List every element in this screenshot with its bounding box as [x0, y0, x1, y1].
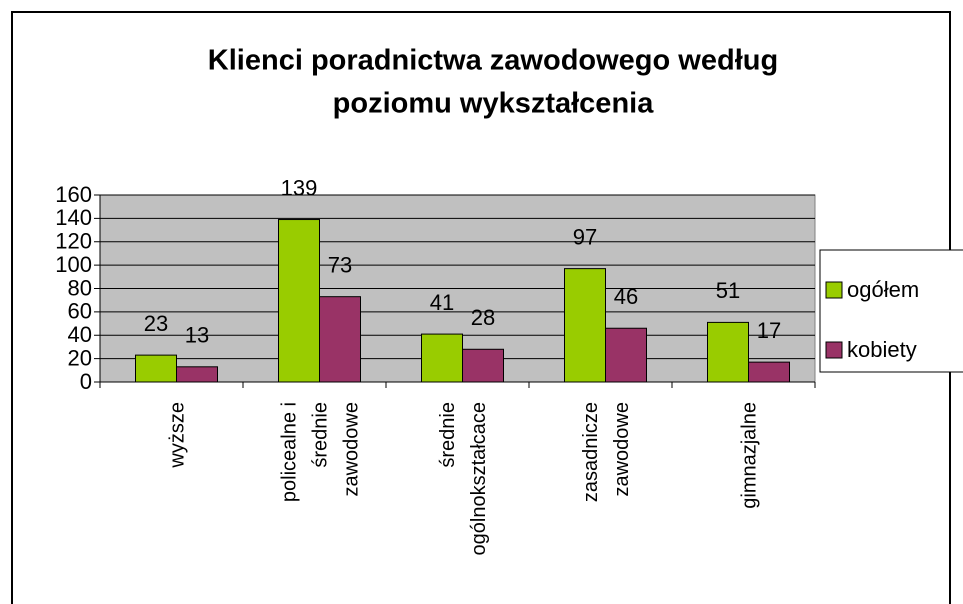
x-tick-label: wyższe	[167, 402, 189, 469]
bar	[462, 348, 504, 383]
y-tick-label: 120	[55, 229, 92, 254]
x-tick-label: policealne i średnie zawodowe	[279, 402, 363, 502]
x-tick-label: gimnazjalne	[739, 402, 761, 509]
data-label: 46	[614, 284, 638, 309]
legend-label: ogółem	[847, 277, 919, 302]
bar	[748, 361, 790, 383]
bar	[605, 327, 647, 383]
data-label: 23	[144, 311, 168, 336]
legend-swatch	[825, 341, 843, 359]
data-label: 13	[185, 323, 209, 348]
bar	[135, 354, 177, 383]
bar	[564, 268, 606, 383]
bar	[421, 333, 463, 383]
data-label: 17	[757, 318, 781, 343]
chart-title: Klienci poradnictwa zawodowego według	[208, 45, 778, 77]
bar	[319, 296, 361, 383]
data-label: 73	[328, 252, 352, 277]
chart-title: poziomu wykształcenia	[333, 88, 655, 120]
data-label: 51	[716, 278, 740, 303]
x-tick-label: średnie ogólnokształcace	[437, 402, 490, 555]
data-label: 97	[573, 224, 597, 249]
bar	[707, 321, 749, 383]
x-tick-label: zasadnicze zawodowe	[580, 402, 633, 502]
data-label: 139	[281, 175, 318, 200]
y-tick-label: 140	[55, 205, 92, 230]
y-tick-label: 60	[68, 299, 92, 324]
y-tick-label: 20	[68, 345, 92, 370]
legend	[819, 249, 963, 373]
data-label: 41	[430, 290, 454, 315]
legend-label: kobiety	[847, 337, 917, 362]
bar	[176, 366, 218, 383]
y-tick-label: 40	[68, 322, 92, 347]
legend-swatch	[825, 281, 843, 299]
y-tick-label: 160	[55, 182, 92, 207]
data-label: 28	[471, 305, 495, 330]
bar	[278, 219, 320, 383]
y-tick-label: 80	[68, 275, 92, 300]
y-tick-label: 0	[80, 369, 92, 394]
y-tick-label: 100	[55, 252, 92, 277]
